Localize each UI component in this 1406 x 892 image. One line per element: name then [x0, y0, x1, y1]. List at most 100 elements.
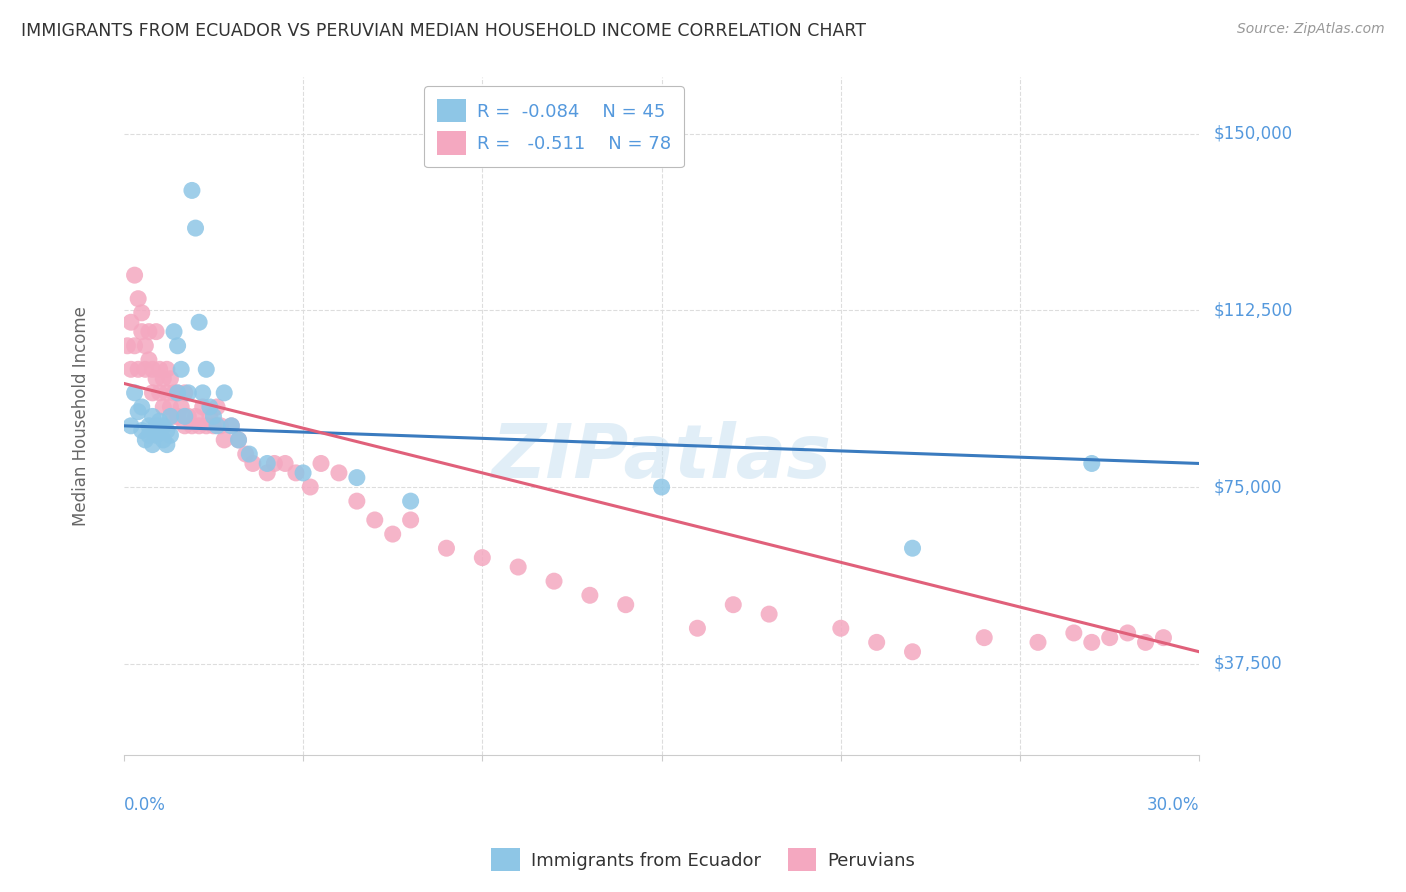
- Point: [508, 560, 530, 574]
- Text: $112,500: $112,500: [1213, 301, 1292, 319]
- Point: [124, 385, 146, 400]
- Text: Median Household Income: Median Household Income: [72, 307, 90, 526]
- Point: [159, 372, 181, 386]
- Point: [170, 400, 193, 414]
- Point: [274, 457, 297, 471]
- Point: [198, 400, 221, 414]
- Point: [973, 631, 995, 645]
- Point: [242, 457, 264, 471]
- Point: [212, 385, 235, 400]
- Point: [1026, 635, 1049, 649]
- Point: [399, 494, 422, 508]
- Point: [149, 414, 172, 428]
- Point: [149, 385, 172, 400]
- Point: [156, 362, 179, 376]
- Point: [127, 405, 149, 419]
- Point: [364, 513, 387, 527]
- Point: [173, 418, 195, 433]
- Point: [188, 418, 211, 433]
- Point: [159, 428, 181, 442]
- Point: [299, 480, 322, 494]
- Point: [156, 424, 179, 438]
- Point: [228, 433, 250, 447]
- Point: [399, 513, 422, 527]
- Point: [191, 385, 214, 400]
- Point: [138, 418, 160, 433]
- Point: [120, 418, 142, 433]
- Point: [228, 433, 250, 447]
- Point: [381, 527, 404, 541]
- Point: [131, 424, 153, 438]
- Point: [205, 400, 228, 414]
- Point: [145, 428, 167, 442]
- Point: [166, 409, 188, 424]
- Point: [1153, 631, 1175, 645]
- Point: [120, 362, 142, 376]
- Point: [141, 437, 163, 451]
- Point: [170, 362, 193, 376]
- Point: [173, 385, 195, 400]
- Point: [1116, 626, 1139, 640]
- Point: [188, 315, 211, 329]
- Point: [221, 418, 243, 433]
- Point: [117, 339, 139, 353]
- Point: [901, 645, 924, 659]
- Point: [159, 400, 181, 414]
- Text: 30.0%: 30.0%: [1147, 796, 1199, 814]
- Text: IMMIGRANTS FROM ECUADOR VS PERUVIAN MEDIAN HOUSEHOLD INCOME CORRELATION CHART: IMMIGRANTS FROM ECUADOR VS PERUVIAN MEDI…: [21, 22, 866, 40]
- Point: [346, 470, 368, 484]
- Point: [124, 339, 146, 353]
- Point: [284, 466, 307, 480]
- Point: [145, 418, 167, 433]
- Point: [238, 447, 260, 461]
- Point: [198, 409, 221, 424]
- Point: [141, 362, 163, 376]
- Point: [152, 433, 174, 447]
- Point: [263, 457, 285, 471]
- Point: [163, 409, 186, 424]
- Text: ZIPatlas: ZIPatlas: [492, 420, 831, 493]
- Point: [202, 418, 225, 433]
- Point: [166, 339, 188, 353]
- Point: [686, 621, 709, 635]
- Point: [127, 292, 149, 306]
- Point: [159, 409, 181, 424]
- Point: [758, 607, 780, 621]
- Point: [120, 315, 142, 329]
- Point: [156, 437, 179, 451]
- Point: [149, 362, 172, 376]
- Point: [177, 409, 200, 424]
- Point: [138, 352, 160, 367]
- Text: 0.0%: 0.0%: [124, 796, 166, 814]
- Point: [328, 466, 350, 480]
- Point: [145, 372, 167, 386]
- Point: [830, 621, 852, 635]
- Point: [184, 409, 207, 424]
- Point: [152, 400, 174, 414]
- Point: [195, 418, 218, 433]
- Point: [866, 635, 889, 649]
- Point: [436, 541, 458, 556]
- Point: [131, 306, 153, 320]
- Point: [152, 372, 174, 386]
- Text: Source: ZipAtlas.com: Source: ZipAtlas.com: [1237, 22, 1385, 37]
- Point: [177, 385, 200, 400]
- Point: [1081, 457, 1104, 471]
- Point: [1081, 635, 1104, 649]
- Point: [138, 325, 160, 339]
- Point: [346, 494, 368, 508]
- Point: [901, 541, 924, 556]
- Text: $75,000: $75,000: [1213, 478, 1282, 496]
- Point: [134, 433, 156, 447]
- Point: [614, 598, 637, 612]
- Point: [163, 385, 186, 400]
- Point: [141, 385, 163, 400]
- Point: [166, 385, 188, 400]
- Legend: R =  -0.084    N = 45, R =   -0.511    N = 78: R = -0.084 N = 45, R = -0.511 N = 78: [425, 87, 683, 167]
- Point: [256, 457, 278, 471]
- Point: [149, 424, 172, 438]
- Point: [1098, 631, 1121, 645]
- Point: [651, 480, 673, 494]
- Point: [138, 428, 160, 442]
- Point: [1135, 635, 1157, 649]
